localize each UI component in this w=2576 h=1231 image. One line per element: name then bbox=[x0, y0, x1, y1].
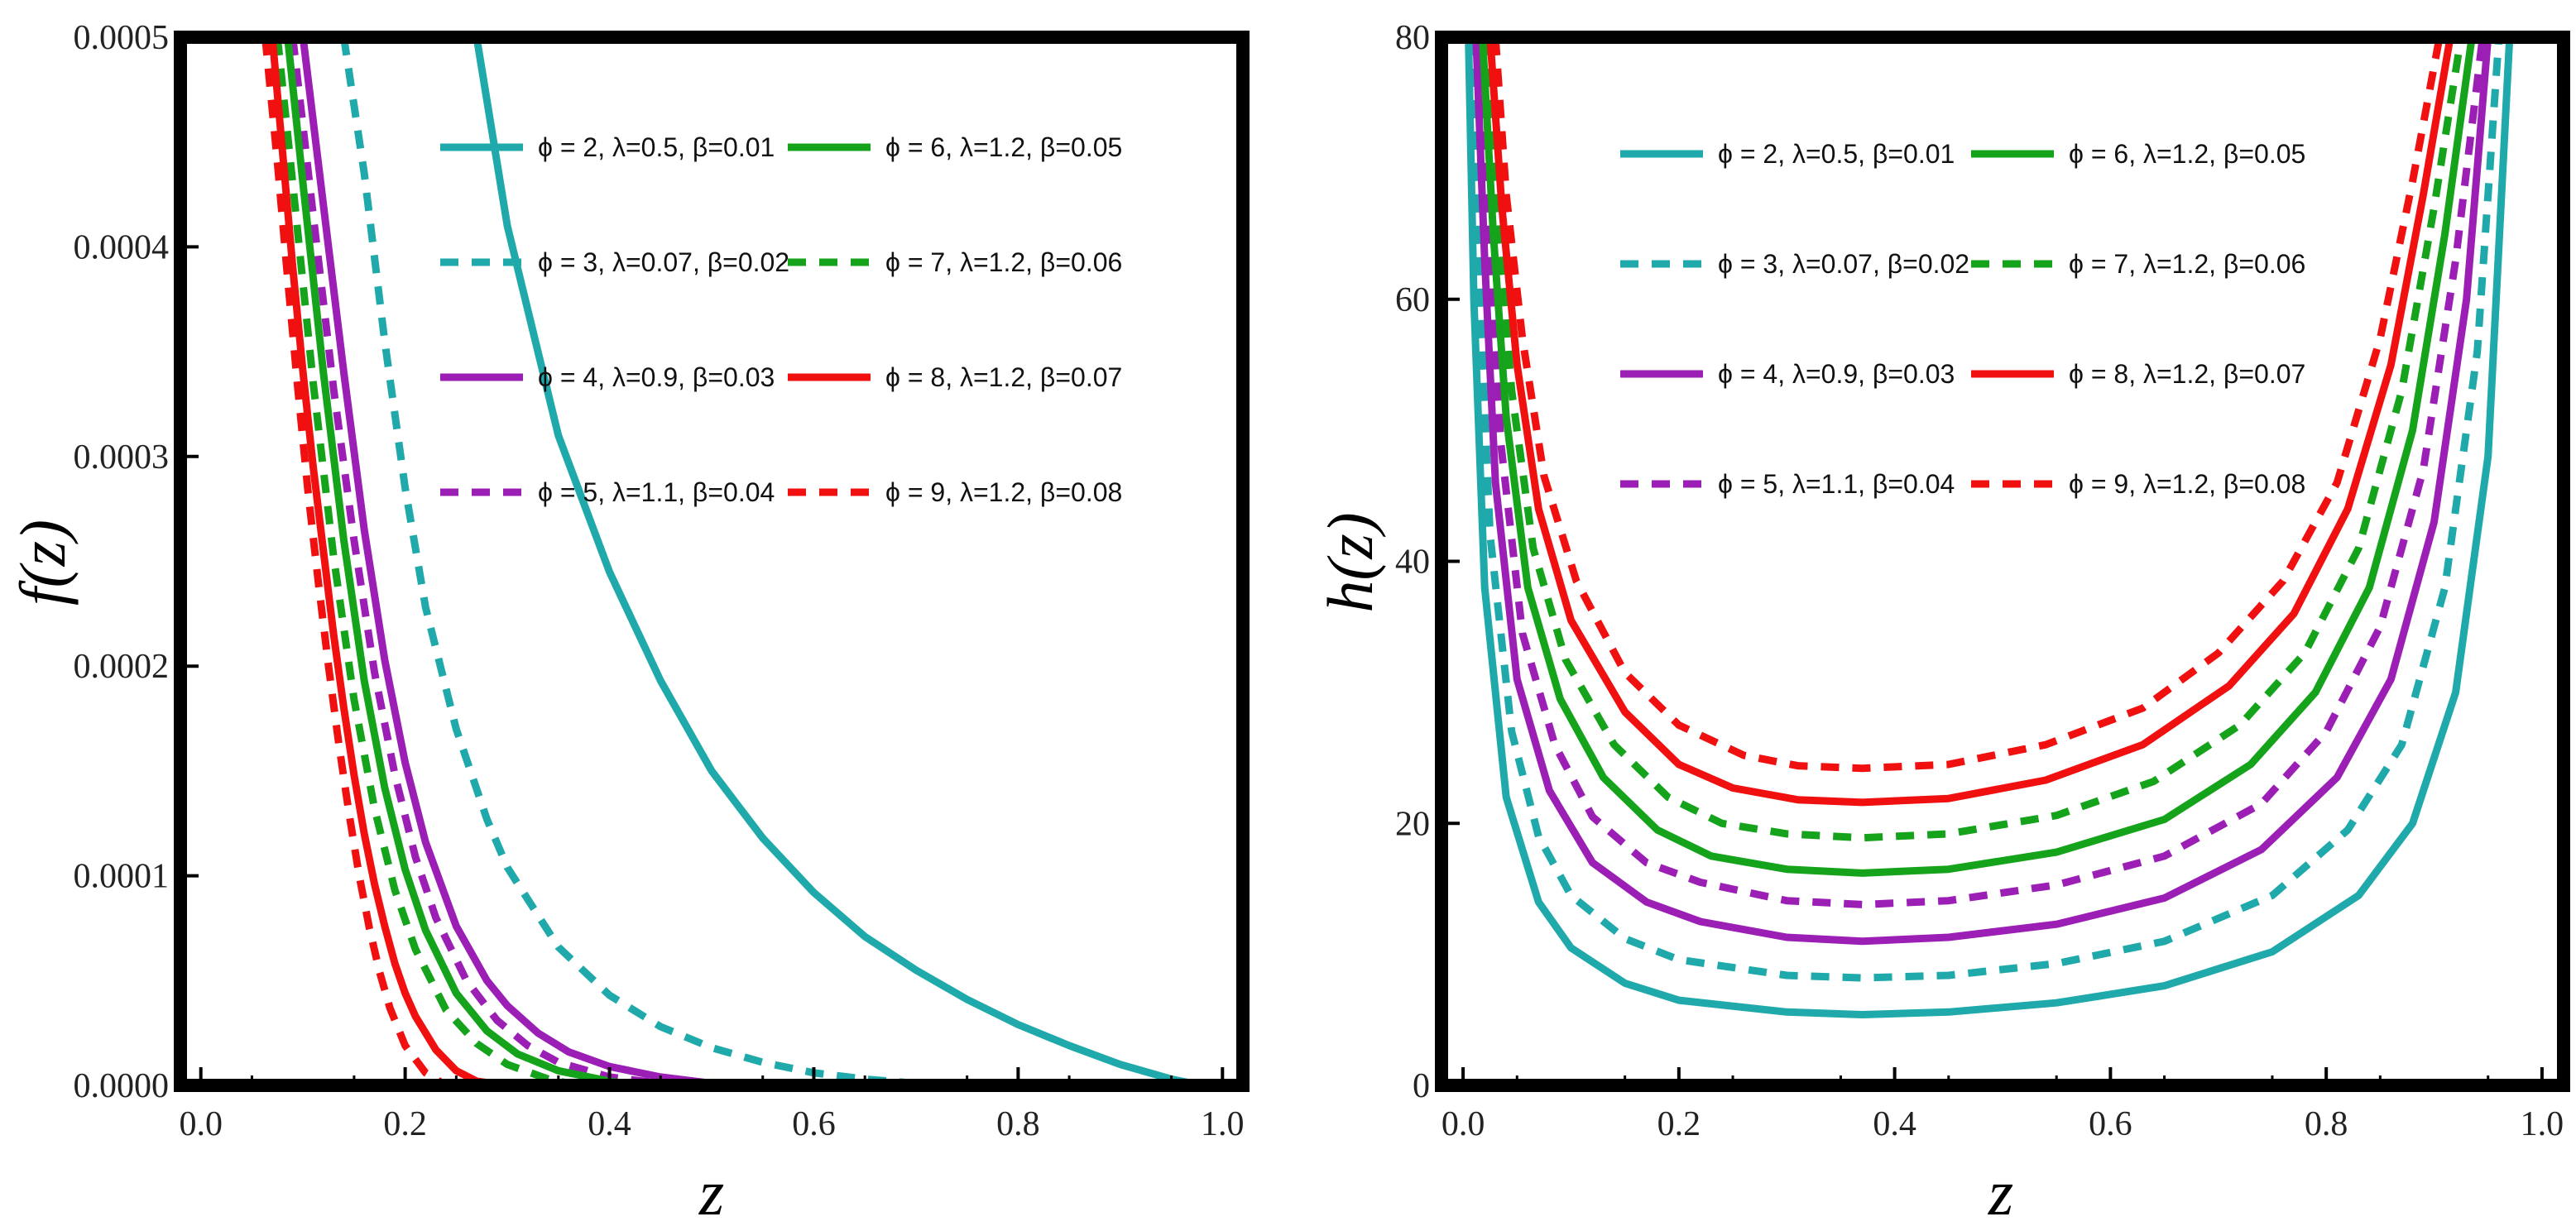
series-line-8 bbox=[1491, 37, 2444, 773]
y-tick-label: 0.0003 bbox=[74, 438, 170, 477]
legend-label: ϕ = 5, λ=1.1, β=0.04 bbox=[1718, 469, 1955, 499]
legend-label: ϕ = 9, λ=1.2, β=0.08 bbox=[2069, 469, 2305, 499]
x-axis-title: z bbox=[1988, 1157, 2013, 1229]
y-tick-label: 0.0004 bbox=[74, 228, 170, 266]
legend-label: ϕ = 2, λ=0.5, β=0.01 bbox=[538, 132, 775, 162]
legend-label: ϕ = 8, λ=1.2, β=0.07 bbox=[885, 362, 1122, 392]
x-tick-label: 0.2 bbox=[383, 1105, 427, 1143]
right-chart-h-of-z: 0.0 0.2 0.4 0.6 0.8 1.0 0 20 40 60 80 z h(z) ϕ = 2, λ… bbox=[1314, 19, 2570, 1229]
series-line-2 bbox=[1468, 37, 2503, 982]
y-tick-label: 40 bbox=[1395, 544, 1430, 582]
left-chart-f-of-z: 0.0 0.2 0.4 0.6 0.8 1.0 0.0000 0.0001 0.0002 0.00… bbox=[7, 19, 1250, 1229]
x-axis-title: z bbox=[698, 1157, 724, 1229]
legend-label: ϕ = 7, λ=1.2, β=0.06 bbox=[885, 247, 1122, 277]
legend-label: ϕ = 3, λ=0.07, β=0.02 bbox=[538, 247, 789, 277]
legend-label: ϕ = 4, λ=0.9, β=0.03 bbox=[538, 362, 775, 392]
series-line-4 bbox=[289, 37, 692, 1085]
x-tick-label: 0.6 bbox=[2089, 1105, 2132, 1143]
legend: ϕ = 2, λ=0.5, β=0.01 ϕ = 3, λ=0.07, β=0.0… bbox=[1620, 139, 2305, 499]
x-tick-label: 0.4 bbox=[588, 1105, 631, 1143]
y-tick-label: 80 bbox=[1395, 19, 1430, 57]
x-tick-label: 1.0 bbox=[1201, 1105, 1245, 1143]
x-tick-label: 0.4 bbox=[1873, 1105, 1916, 1143]
legend-label: ϕ = 7, λ=1.2, β=0.06 bbox=[2069, 249, 2305, 279]
series-line-1 bbox=[1465, 37, 2514, 1018]
x-tick-label: 0.6 bbox=[792, 1105, 836, 1143]
series-line-5 bbox=[284, 37, 641, 1085]
legend-label: ϕ = 8, λ=1.2, β=0.07 bbox=[2069, 359, 2305, 389]
series-line-5 bbox=[1479, 37, 2476, 877]
series-line-6 bbox=[273, 37, 580, 1085]
y-axis-title: h(z) bbox=[1314, 512, 1386, 612]
y-tick-label: 0.0002 bbox=[74, 648, 170, 686]
y-tick-label: 60 bbox=[1395, 281, 1430, 319]
series-line-3 bbox=[1472, 37, 2492, 946]
legend-label: ϕ = 6, λ=1.2, β=0.05 bbox=[2069, 139, 2305, 169]
y-tick-label: 0.0005 bbox=[74, 19, 170, 57]
series-line-7 bbox=[1486, 37, 2454, 807]
series-line-2 bbox=[340, 37, 938, 1085]
y-axis-title: f(z) bbox=[7, 520, 79, 606]
y-tick-label: 0.0000 bbox=[74, 1067, 170, 1105]
x-tick-label: 0.8 bbox=[2305, 1105, 2348, 1143]
series-line-6 bbox=[1482, 37, 2465, 842]
legend: ϕ = 2, λ=0.5, β=0.01 ϕ = 3, λ=0.07, β=0.0… bbox=[440, 132, 1122, 507]
legend-label: ϕ = 2, λ=0.5, β=0.01 bbox=[1718, 139, 1955, 169]
legend-label: ϕ = 9, λ=1.2, β=0.08 bbox=[885, 477, 1122, 507]
y-tick-label: 0 bbox=[1413, 1067, 1430, 1105]
series-lines bbox=[1465, 37, 2514, 1018]
y-tick-label: 0.0001 bbox=[74, 858, 170, 896]
legend-label: ϕ = 3, λ=0.07, β=0.02 bbox=[1718, 249, 1969, 279]
series-lines bbox=[261, 37, 1203, 1085]
series-line-7 bbox=[268, 37, 508, 1085]
y-tick-label: 20 bbox=[1395, 805, 1430, 843]
x-tick-label: 0.8 bbox=[996, 1105, 1040, 1143]
plot-frame bbox=[174, 31, 1250, 1092]
series-line-8 bbox=[261, 37, 449, 1085]
series-line-4 bbox=[1475, 37, 2487, 908]
x-tick-label: 0.0 bbox=[179, 1105, 223, 1143]
x-tick-label: 1.0 bbox=[2521, 1105, 2564, 1143]
legend-label: ϕ = 4, λ=0.9, β=0.03 bbox=[1718, 359, 1955, 389]
legend-label: ϕ = 5, λ=1.1, β=0.04 bbox=[538, 477, 775, 507]
series-line-1 bbox=[473, 37, 1203, 1085]
x-tick-label: 0.0 bbox=[1442, 1105, 1485, 1143]
x-tick-label: 0.2 bbox=[1657, 1105, 1701, 1143]
legend-label: ϕ = 6, λ=1.2, β=0.05 bbox=[885, 132, 1122, 162]
